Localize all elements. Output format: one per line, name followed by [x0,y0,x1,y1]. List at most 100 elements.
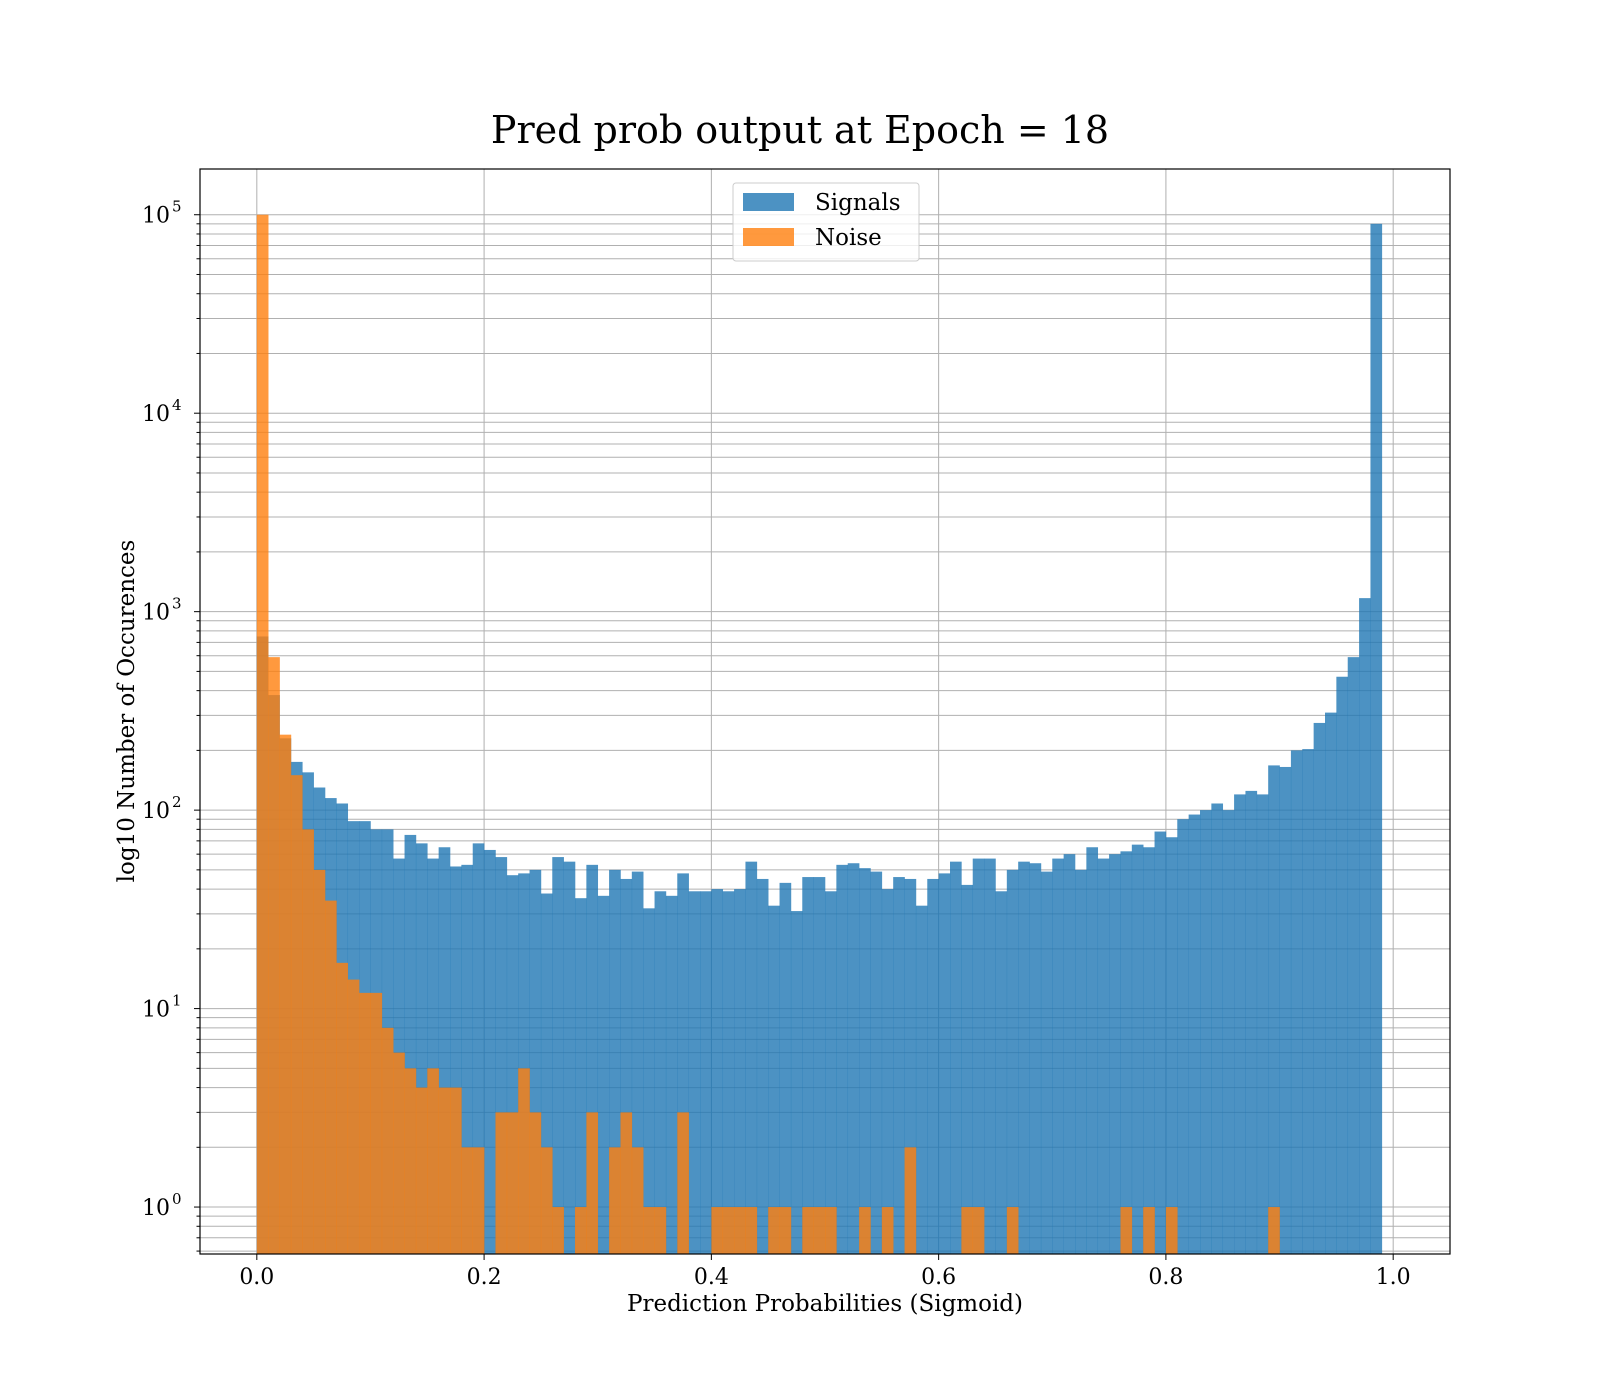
signals-bar [597,895,610,1254]
signals-bar [643,908,655,1254]
signals-bar [1302,749,1314,1254]
noise-bar [961,1207,974,1254]
noise-bar [904,1147,917,1254]
signals-bar [972,858,985,1254]
signals-bar [984,858,996,1254]
legend-label-signals: Signals [815,190,901,216]
legend: Signals Noise [732,182,920,262]
noise-bar [302,829,314,1254]
noise-bar [768,1207,780,1254]
legend-swatch-noise [743,228,794,246]
x-tick-label: 0.4 [694,1265,729,1290]
y-tick-exponent: 2 [172,793,182,811]
signals-bar [881,889,894,1254]
noise-bar [427,1068,439,1254]
y-tick-exponent: 5 [172,198,182,216]
y-tick-exponent: 1 [172,992,182,1010]
noise-bar [495,1112,508,1254]
x-tick-label: 0.2 [467,1265,502,1290]
noise-bar [279,734,292,1254]
signals-bar [1347,657,1360,1254]
signals-bar [484,849,496,1254]
signals-bar [1086,847,1099,1254]
noise-bar [711,1207,724,1254]
signals-bar [722,891,735,1254]
noise-bar [586,1112,599,1254]
signals-bar [677,873,689,1254]
noise-bar [1143,1207,1155,1254]
signals-bar [575,898,587,1254]
noise-bar [404,1068,417,1254]
noise-bar [575,1207,587,1254]
signals-bar [1336,676,1349,1254]
signals-bar [1200,810,1212,1254]
noise-bar [1006,1207,1019,1254]
signals-bar [609,869,621,1254]
x-axis-ticks: 0.0 0.2 0.4 0.6 0.8 1.0 [239,1254,1411,1290]
signals-bar [1188,814,1201,1254]
noise-bar [256,214,269,1255]
signals-bar [802,877,814,1254]
noise-bar [745,1207,758,1254]
x-tick-label: 0.0 [239,1265,274,1290]
signals-bar [995,891,1008,1254]
y-tick-label: 10 [142,1196,170,1221]
signals-bar [529,869,542,1254]
signals-bar [1097,858,1110,1254]
noise-bar [825,1207,837,1254]
signals-bar [415,843,428,1254]
signals-bar [950,861,962,1254]
signals-bar [665,895,678,1254]
noise-bar [393,1052,405,1254]
signals-bar [1006,869,1019,1254]
noise-bar [1120,1207,1133,1254]
signals-bar [1234,794,1246,1254]
signals-bar [1290,750,1303,1254]
noise-bar [472,1147,485,1254]
x-tick-label: 0.8 [1148,1265,1183,1290]
signals-bar [1109,854,1121,1254]
signals-bar [756,878,769,1254]
noise-bar [654,1207,667,1254]
noise-bar [779,1207,792,1254]
noise-bar [722,1207,735,1254]
noise-bar [552,1207,564,1254]
signals-bar [506,875,519,1254]
noise-bar [518,1068,530,1254]
signals-bar [961,884,974,1254]
signals-bar [620,878,633,1254]
plot-frame [199,168,1451,1255]
noise-bar [643,1207,655,1254]
signals-bar [1211,803,1224,1254]
signals-bar [1256,794,1269,1254]
signals-bar [1154,831,1167,1254]
noise-bar [802,1207,814,1254]
signals-bar [1029,863,1042,1254]
signals-bar [404,834,417,1254]
y-tick-label: 10 [142,402,170,427]
signals-bar [654,891,667,1254]
signals-bar [893,877,905,1254]
signals-bar [825,891,837,1254]
noise-bar [813,1207,826,1254]
signals-bar [563,861,576,1254]
noise-bar [609,1147,621,1254]
noise-bar [881,1207,894,1254]
legend-label-noise: Noise [815,225,882,251]
signals-bar [518,873,530,1254]
signals-bar [1120,851,1133,1254]
x-tick-label: 1.0 [1376,1265,1411,1290]
signals-bar [631,871,644,1254]
signals-bar [1370,223,1383,1255]
y-tick-label: 10 [142,601,170,626]
signals-bar [1279,766,1292,1254]
signals-bar [450,866,462,1254]
noise-bar [506,1112,519,1254]
signals-bar [1325,712,1337,1254]
chart-title: Pred prob output at Epoch = 18 [491,108,1109,152]
noise-bar [438,1087,451,1254]
signals-bar [1313,722,1326,1254]
signals-bar [1063,854,1076,1254]
noise-bar [290,775,303,1254]
